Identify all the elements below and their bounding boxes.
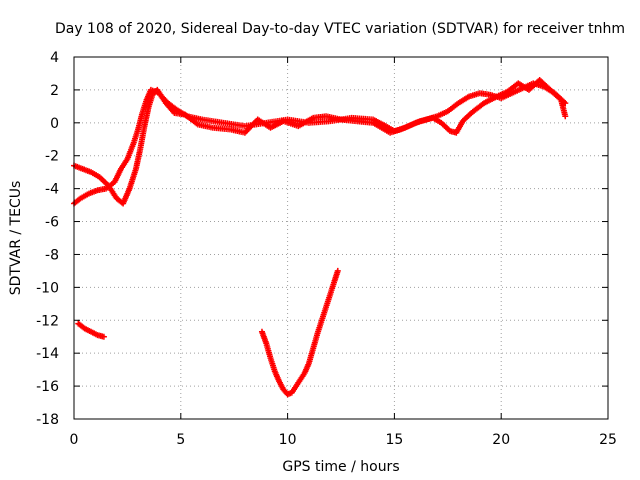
y-tick-label: 4 (50, 50, 59, 66)
data-point (562, 113, 569, 120)
y-tick-label: -12 (36, 313, 59, 329)
y-tick-label: -16 (36, 379, 59, 395)
x-tick-label: 15 (385, 432, 403, 448)
x-tick-label: 25 (599, 432, 617, 448)
data-point (100, 333, 107, 340)
x-tick-label: 10 (279, 432, 297, 448)
y-tick-label: 0 (50, 116, 59, 132)
y-tick-label: -2 (45, 149, 59, 165)
series-lower-left-segment (75, 320, 107, 340)
y-tick-label: -8 (45, 247, 59, 263)
y-tick-label: -6 (45, 215, 59, 231)
y-tick-label: -14 (36, 346, 59, 362)
y-tick-label: -10 (36, 280, 59, 296)
x-tick-label: 5 (176, 432, 185, 448)
data-point (334, 267, 341, 274)
x-tick-label: 20 (492, 432, 510, 448)
plot-frame (73, 56, 609, 420)
series-upper-trace-b (71, 77, 569, 207)
axis-ticks: 0 5 10 15 20 25 -18 -16 -14 -12 -10 -8 -6 -4 -2 0 2 4 (36, 50, 617, 448)
y-tick-label: 2 (50, 83, 59, 99)
chart-title: Day 108 of 2020, Sidereal Day-to-day VTE… (55, 21, 625, 37)
data-points (71, 77, 569, 398)
y-axis-label: SDTVAR / TECUs (8, 181, 24, 296)
y-tick-label: -4 (45, 182, 59, 198)
series-lower-middle-dip (258, 267, 341, 398)
x-axis-label: GPS time / hours (282, 459, 399, 475)
x-tick-label: 0 (70, 432, 79, 448)
y-tick-label: -18 (36, 412, 59, 428)
grid (74, 57, 608, 419)
